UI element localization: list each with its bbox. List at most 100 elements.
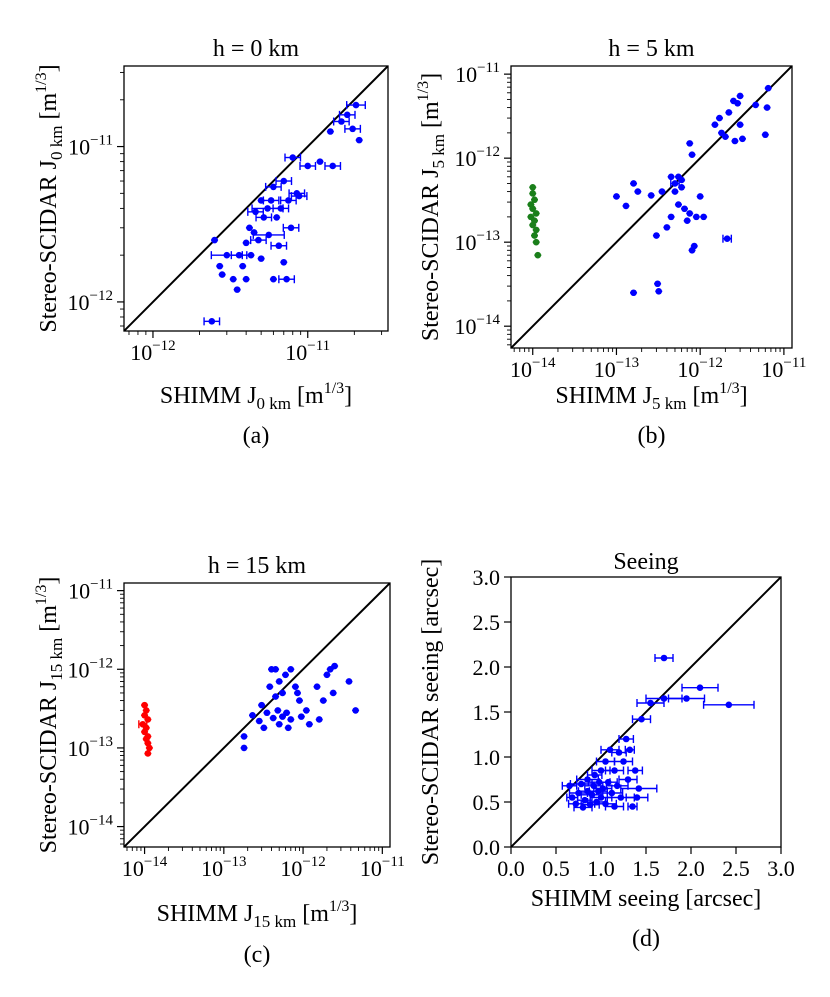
data-point xyxy=(257,255,265,262)
data-point xyxy=(655,288,663,295)
data-point xyxy=(233,286,241,293)
data-point xyxy=(613,193,620,200)
x-tick-label: 0.5 xyxy=(542,856,570,881)
data-point xyxy=(678,183,685,191)
data-point xyxy=(693,213,700,221)
data-point xyxy=(275,678,283,685)
data-point xyxy=(529,205,537,213)
data-point xyxy=(247,251,255,259)
data-point xyxy=(294,689,301,697)
data-point xyxy=(696,684,704,691)
data-point xyxy=(711,121,719,129)
data-point xyxy=(696,193,704,200)
data-point xyxy=(700,213,707,221)
data-point xyxy=(622,735,630,743)
data-point xyxy=(270,275,277,283)
data-point xyxy=(315,716,323,723)
data-point xyxy=(280,177,288,185)
data-point xyxy=(338,118,345,125)
data-point xyxy=(615,749,623,756)
data-point xyxy=(660,695,668,702)
data-point xyxy=(279,689,286,697)
data-point xyxy=(144,716,152,723)
data-point xyxy=(146,744,153,752)
data-point xyxy=(611,803,618,810)
data-point xyxy=(208,318,216,325)
data-point xyxy=(352,707,359,714)
data-point xyxy=(763,104,771,111)
x-axis-label: SHIMM seeing [arcsec] xyxy=(531,886,762,912)
data-point xyxy=(260,724,268,732)
data-point xyxy=(764,84,772,92)
y-tick-label: 10−11 xyxy=(455,60,500,87)
y-tick-label: 10−12 xyxy=(68,655,113,682)
data-point xyxy=(624,776,632,783)
series-J0km xyxy=(203,101,366,326)
plot-frame xyxy=(123,582,391,848)
data-point xyxy=(716,114,723,122)
data-point xyxy=(663,224,671,231)
data-point xyxy=(270,183,277,191)
x-tick-label: 2.5 xyxy=(722,856,750,881)
data-point xyxy=(613,782,621,790)
chart-title: h = 5 km xyxy=(608,36,695,62)
data-point xyxy=(584,776,591,783)
data-point xyxy=(617,794,625,801)
x-tick-label: 10−11 xyxy=(285,338,330,365)
panel-d: 0.0 0.5 1.0 1.5 2.0 2.5 3.0 0.0 0.5 1.0 1.5 2.0 2.5 3… xyxy=(418,549,795,952)
data-point xyxy=(597,767,605,774)
y-tick-label: 10−14 xyxy=(68,813,114,840)
panel-b: 10−14 10−13 10−12 10−11 10−14 10−13 10−12 10−11… xyxy=(415,36,806,449)
y-tick-label: 0.5 xyxy=(473,790,501,815)
data-point xyxy=(274,707,282,714)
data-point xyxy=(240,744,248,752)
plot-frame xyxy=(123,65,389,332)
data-point xyxy=(635,785,643,792)
data-point xyxy=(725,109,733,116)
data-point xyxy=(622,202,630,210)
data-point xyxy=(313,683,321,691)
data-point xyxy=(279,713,286,720)
data-point xyxy=(287,224,295,232)
identity-line xyxy=(124,583,390,847)
x-axis-label: SHIMM J0 km [m1/3] xyxy=(160,380,352,413)
data-point xyxy=(686,210,694,217)
y-tick-label: 10−13 xyxy=(455,228,500,255)
x-tick-label: 10−11 xyxy=(360,854,405,881)
data-point xyxy=(658,188,666,195)
data-point xyxy=(239,262,246,270)
data-point xyxy=(141,728,148,736)
data-point xyxy=(647,192,655,199)
series-J15km xyxy=(240,662,360,752)
plot-frame xyxy=(510,65,793,349)
data-point xyxy=(265,231,273,239)
data-point xyxy=(229,275,237,283)
identity-line xyxy=(511,577,781,847)
data-point xyxy=(266,683,274,691)
y-tick-label: 1.5 xyxy=(473,700,501,725)
data-point xyxy=(736,92,744,100)
data-point xyxy=(653,232,660,239)
data-point xyxy=(282,671,289,679)
y-axis-label: Stereo-SCIDAR seeing [arcsec] xyxy=(418,559,444,866)
data-point xyxy=(218,271,226,278)
data-point xyxy=(255,717,263,725)
data-point xyxy=(683,217,691,225)
data-point xyxy=(531,232,538,239)
data-point xyxy=(287,665,295,673)
data-point xyxy=(240,733,248,740)
data-point xyxy=(223,251,231,259)
y-tick-label: 10−11 xyxy=(68,133,113,160)
y-axis-label: Stereo-SCIDAR J0 km [m1/3] xyxy=(33,64,66,332)
data-point xyxy=(272,693,279,700)
x-axis-label: SHIMM J15 km [m1/3] xyxy=(157,898,358,931)
data-point xyxy=(264,205,271,212)
data-point xyxy=(591,771,598,779)
x-tick-label: 10−13 xyxy=(594,355,639,382)
data-point xyxy=(634,188,642,195)
data-point xyxy=(306,720,313,728)
data-point xyxy=(739,135,746,143)
data-point xyxy=(284,724,292,732)
data-point xyxy=(660,654,668,662)
data-point xyxy=(252,208,259,216)
